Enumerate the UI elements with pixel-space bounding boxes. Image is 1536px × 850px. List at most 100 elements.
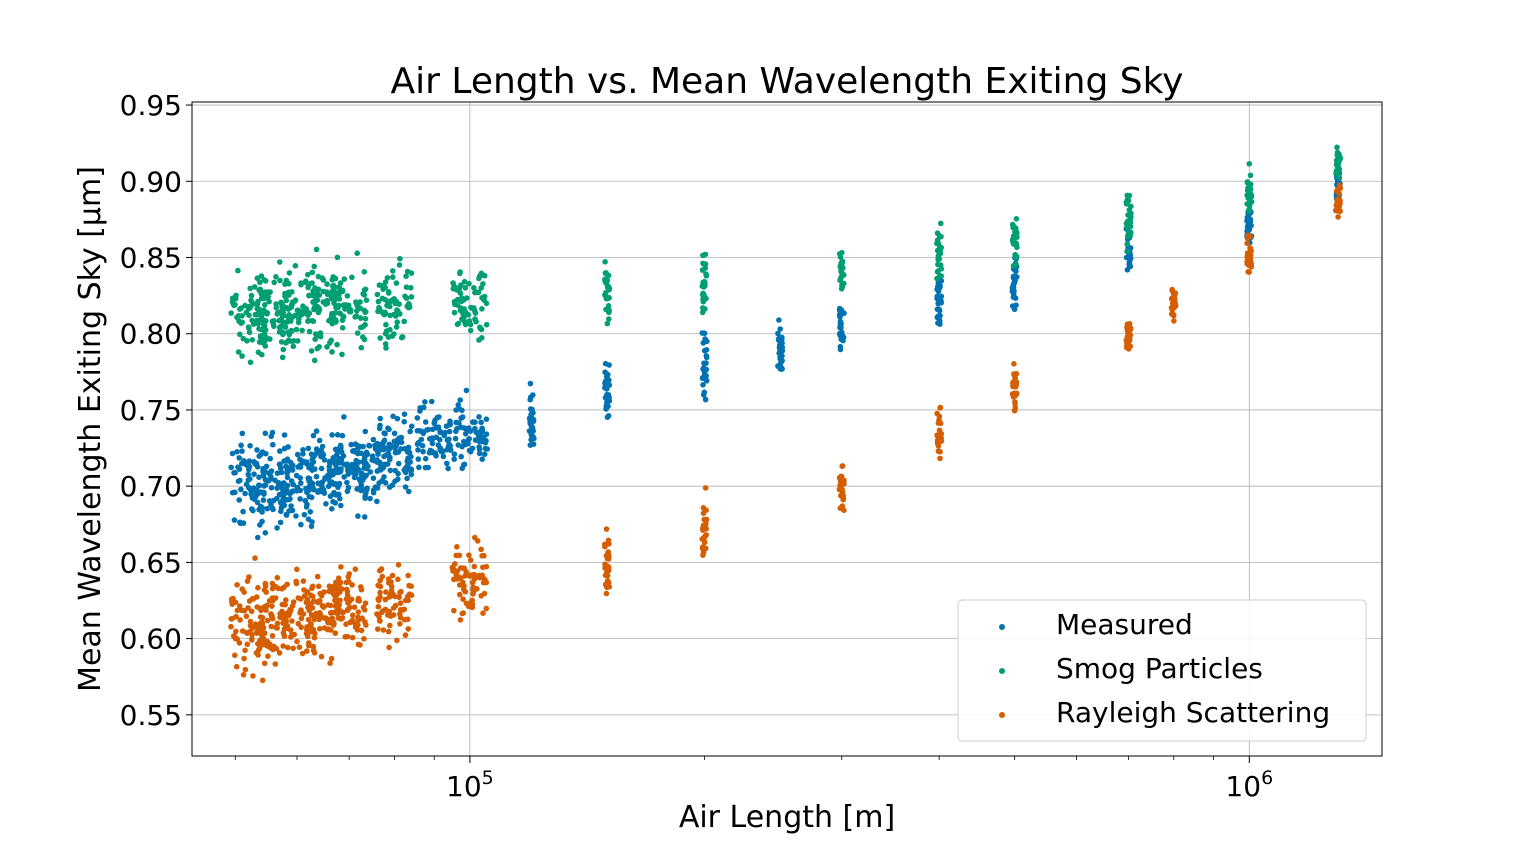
data-point [339, 288, 346, 295]
data-point [358, 482, 365, 488]
data-point [349, 634, 356, 641]
data-point [460, 610, 467, 616]
data-point [343, 586, 350, 593]
data-point [481, 552, 487, 559]
data-point [403, 284, 410, 291]
data-point [935, 448, 942, 455]
data-point [383, 345, 389, 351]
data-point [479, 456, 486, 463]
data-point [355, 443, 362, 450]
data-point [242, 647, 248, 654]
data-point [341, 474, 348, 480]
data-point [408, 471, 415, 478]
data-point [1128, 213, 1134, 220]
data-point [332, 593, 338, 600]
data-point [285, 644, 291, 651]
data-point [359, 470, 365, 477]
data-point [375, 298, 382, 305]
data-point [294, 566, 300, 573]
data-point [259, 449, 266, 455]
data-point [701, 539, 708, 546]
data-point [240, 508, 246, 515]
data-point [451, 451, 458, 458]
data-point [1011, 407, 1018, 414]
data-point [260, 497, 267, 503]
data-point [311, 634, 318, 641]
data-point [420, 404, 427, 411]
data-point [256, 474, 262, 481]
data-point [266, 470, 272, 477]
data-point [700, 392, 707, 398]
data-point [405, 304, 412, 311]
data-point [1247, 172, 1254, 179]
data-point [397, 621, 403, 627]
data-point [293, 580, 300, 587]
data-point [432, 450, 439, 456]
data-point [1126, 259, 1133, 265]
data-point [700, 305, 706, 311]
data-point [604, 386, 610, 392]
data-point [323, 501, 329, 507]
data-point [301, 587, 307, 593]
data-point [316, 437, 323, 444]
data-point [398, 446, 404, 452]
data-point [259, 642, 266, 648]
data-point [320, 604, 327, 610]
data-point [280, 643, 287, 649]
data-point [937, 455, 943, 462]
data-point [261, 587, 268, 593]
data-point [404, 475, 410, 482]
data-point [264, 311, 270, 317]
data-point [436, 414, 442, 420]
data-point [311, 486, 317, 493]
data-point [478, 546, 484, 553]
data-point [452, 435, 459, 442]
data-point [1126, 328, 1133, 334]
data-point [313, 428, 320, 434]
data-point [483, 416, 490, 423]
data-point [282, 601, 289, 608]
data-point [419, 428, 425, 435]
data-point [366, 443, 373, 449]
data-point [530, 441, 537, 448]
data-point [318, 653, 325, 660]
data-point [408, 583, 415, 589]
data-point [454, 568, 461, 574]
data-point [311, 263, 318, 270]
data-point [262, 278, 269, 284]
data-point [284, 464, 290, 471]
data-point [271, 323, 277, 330]
data-point [329, 349, 335, 355]
data-point [451, 607, 457, 614]
data-point [603, 406, 609, 412]
data-point [345, 574, 352, 580]
data-point [340, 609, 347, 616]
data-point [244, 630, 250, 636]
data-point [297, 475, 304, 481]
data-point [253, 460, 260, 467]
data-point [483, 437, 489, 444]
data-point [284, 482, 291, 489]
data-point [321, 457, 328, 463]
data-point [259, 318, 265, 324]
data-point [602, 360, 609, 367]
data-point [374, 485, 381, 491]
data-point [237, 477, 243, 484]
data-point [261, 483, 267, 489]
data-point [455, 402, 462, 408]
data-point [279, 485, 285, 491]
data-point [1013, 371, 1020, 377]
data-point [463, 387, 470, 394]
data-point [382, 341, 389, 347]
y-tick-label: 0.85 [120, 241, 182, 274]
data-point [1335, 188, 1341, 195]
data-point [234, 636, 240, 642]
data-point [264, 289, 270, 295]
data-point [401, 318, 408, 325]
data-point [341, 276, 348, 282]
data-point [355, 595, 362, 602]
data-point [1010, 240, 1017, 246]
data-point [779, 366, 785, 372]
data-point [394, 319, 401, 325]
data-point [395, 562, 402, 568]
